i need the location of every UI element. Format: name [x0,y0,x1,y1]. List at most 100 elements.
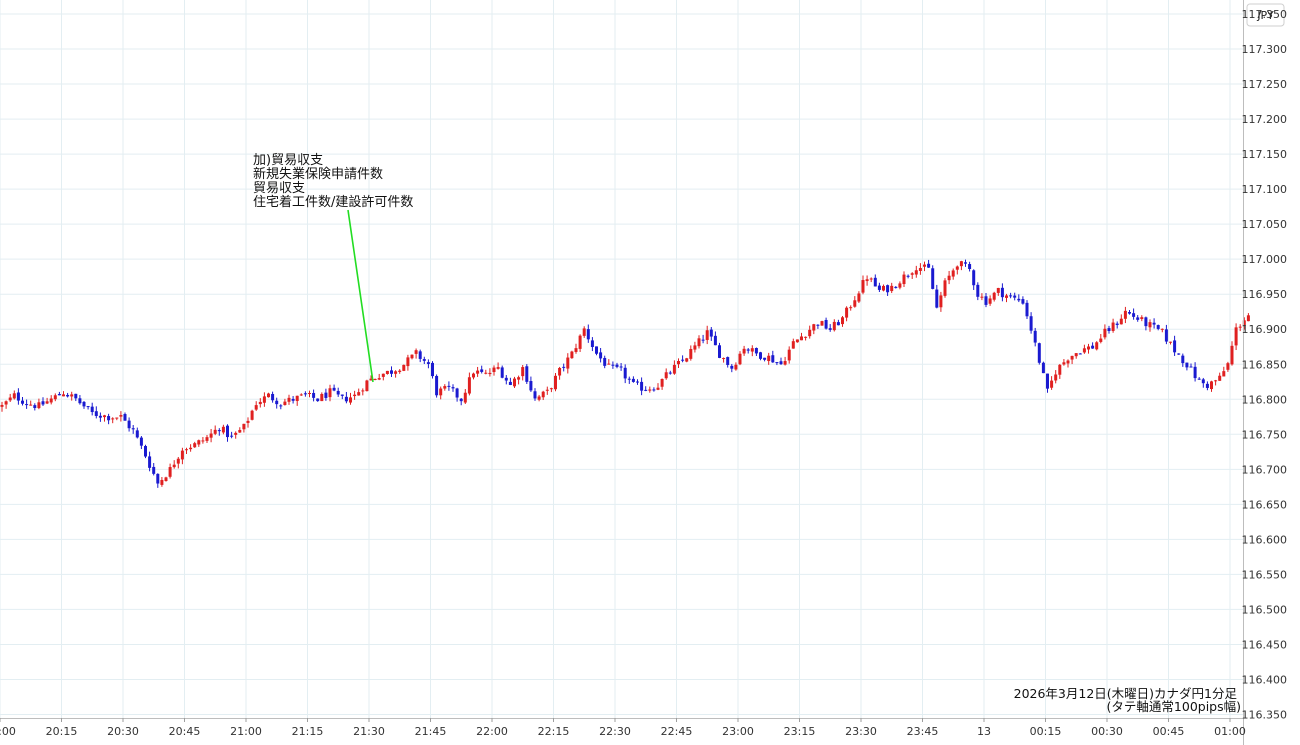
candle-body [1193,366,1197,379]
candle-body [1234,327,1238,346]
candle-body [144,446,147,457]
candle-body [1218,375,1222,381]
candle-body [435,375,439,396]
y-tick-label: 116.800 [1242,393,1288,406]
y-tick-label: 116.850 [1242,358,1288,371]
candle-body [1119,318,1123,325]
candle-body [1058,364,1062,375]
candle-body [508,381,512,385]
candle-body [226,425,229,438]
candle-body [135,430,139,438]
candle-body [205,437,209,441]
candle-body [795,339,799,343]
annotation-line-4: 住宅着工件数/建設許可件数 [253,194,413,210]
x-tick-label: 21:45 [415,725,447,738]
candle-body [705,330,709,340]
y-tick-label: 117.100 [1242,183,1288,196]
time-axis: 20:00 20:15 20:30 20:45 21:00 21:15 21:30 21:45… [0,718,1246,738]
y-tick-label: 117.350 [1242,8,1288,21]
candle-body [0,404,4,407]
candle-body [890,285,894,292]
candle-body [90,406,94,413]
candle-body [1062,362,1066,365]
candle-body [439,388,443,396]
candle-body [209,433,213,438]
candle-body [238,429,242,433]
candle-body [1128,312,1131,314]
candle-body [262,396,266,403]
y-tick-label: 116.600 [1242,533,1288,546]
x-tick-label: 21:30 [353,725,385,738]
candle-body [426,362,430,364]
candle-body [488,372,492,375]
candle-body [78,398,82,404]
candle-body [836,322,840,326]
candle-body [730,365,734,369]
candle-body [964,262,967,264]
y-tick-label: 116.650 [1242,498,1288,511]
candle-body [619,366,623,368]
candle-body [824,319,828,329]
candle-body [373,378,377,380]
candle-body [513,378,516,387]
candle-body [176,458,180,464]
candle-body [722,358,726,360]
candle-body [750,348,754,352]
candle-body [1050,380,1054,388]
candle-body [517,377,521,380]
candle-body [545,389,549,391]
candle-body [443,386,447,389]
candle-body [771,355,775,363]
x-tick-label: 20:15 [46,725,78,738]
candle-body [554,375,557,390]
x-tick-label: 20:30 [107,725,139,738]
candle-body [672,364,676,374]
candle-body [656,387,660,390]
candle-body [1046,373,1049,389]
candle-body [1160,328,1164,330]
candle-body [111,418,115,420]
candle-body [1029,316,1033,331]
candle-body [295,395,299,402]
candle-body [324,392,328,398]
candle-body [242,423,246,430]
candle-body [451,387,455,389]
chart-caption: 2026年3月12日(木曜日)カナダ円1分足 (タテ軸通常100pips幅) [1014,686,1241,714]
candle-body [115,417,119,419]
x-tick-label: 13 [977,725,991,738]
currency-label-box [1246,3,1285,27]
candle-body [697,338,701,347]
candle-body [902,274,906,285]
candle-body [640,381,644,391]
candle-body [369,378,373,381]
candle-body [1222,371,1226,377]
candle-body [816,324,820,326]
candle-body [1107,328,1111,331]
candle-body [664,372,668,379]
candle-body [677,361,680,365]
candle-body [279,405,283,407]
candle-body [939,295,943,308]
candle-body [873,277,877,287]
x-tick-label: 00:30 [1091,725,1123,738]
candle-body [1070,355,1074,360]
candle-body [431,362,434,377]
candle-body [418,351,422,359]
candle-body [394,371,398,374]
x-tick-label: 22:00 [476,725,508,738]
candle-body [623,367,627,379]
candle-body [631,378,635,382]
candle-body [1021,299,1025,304]
candle-body [1025,302,1029,317]
candle-body [377,378,381,380]
caption-line-1: 2026年3月12日(木曜日)カナダ円1分足 [1014,686,1238,701]
candle-body [1164,329,1168,342]
candle-body [197,440,201,445]
candle-body [918,268,922,271]
candle-body [402,364,406,371]
candle-body [1017,298,1021,301]
candle-body [16,392,20,401]
candle-body [37,402,41,409]
candle-body [754,348,758,354]
